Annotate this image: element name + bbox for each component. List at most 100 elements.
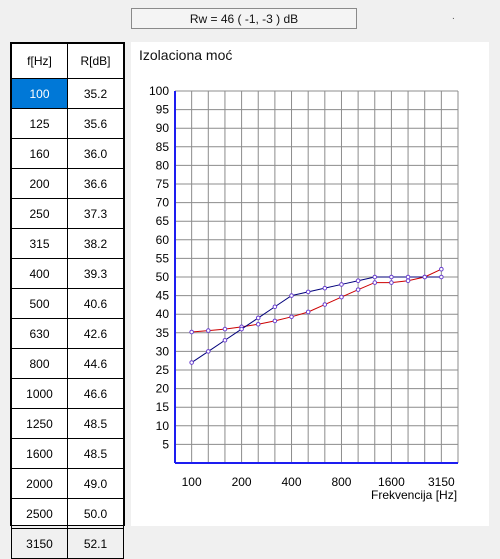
data-point xyxy=(205,328,211,333)
reduction-cell[interactable]: 44.6 xyxy=(67,348,124,379)
rw-result-text: Rw = 46 ( -1, -3 ) dB xyxy=(189,11,299,26)
data-point xyxy=(355,287,361,292)
table-header-row: f[Hz] R[dB] xyxy=(11,43,124,79)
table-row[interactable]: 160 36.0 xyxy=(11,138,124,169)
reduction-cell[interactable]: 36.0 xyxy=(67,138,124,169)
table-row[interactable]: 800 44.6 xyxy=(11,348,124,379)
rw-result-box: Rw = 46 ( -1, -3 ) dB xyxy=(131,8,357,29)
table-row[interactable]: 315 38.2 xyxy=(11,228,124,259)
series-line-1 xyxy=(191,268,442,333)
data-point xyxy=(405,274,411,280)
x-tick-label: 1600 xyxy=(378,475,405,489)
table-row[interactable]: 1000 46.6 xyxy=(11,378,124,409)
reduction-cell[interactable]: 35.2 xyxy=(67,78,124,109)
y-tick-label: 55 xyxy=(156,251,170,265)
column-header-reduction[interactable]: R[dB] xyxy=(67,43,124,79)
y-tick-label: 75 xyxy=(156,177,170,191)
frequency-cell[interactable]: 2500 xyxy=(11,498,68,529)
table-body: 100 35.2 125 35.6 160 36.0 200 36.6 250 37.3 315 38… xyxy=(11,78,124,559)
data-point xyxy=(255,321,261,327)
table-row[interactable]: 200 36.6 xyxy=(11,168,124,199)
reduction-cell[interactable]: 46.6 xyxy=(67,378,124,409)
frequency-cell[interactable]: 200 xyxy=(11,168,68,199)
x-tick-label: 400 xyxy=(282,475,302,489)
table-row[interactable]: 400 39.3 xyxy=(11,258,124,289)
data-point xyxy=(272,318,278,324)
y-tick-label: 85 xyxy=(156,140,170,154)
frequency-cell[interactable]: 800 xyxy=(11,348,68,379)
table-row[interactable]: 1250 48.5 xyxy=(11,408,124,439)
reduction-cell[interactable]: 38.2 xyxy=(67,228,124,259)
reduction-cell[interactable]: 39.3 xyxy=(67,258,124,289)
table-row[interactable]: 125 35.6 xyxy=(11,108,124,139)
series-line-2 xyxy=(191,276,442,363)
data-point xyxy=(389,280,394,285)
y-tick-label: 60 xyxy=(156,233,170,247)
reduction-cell[interactable]: 48.5 xyxy=(67,438,124,469)
reduction-cell[interactable]: 42.6 xyxy=(67,318,124,349)
data-point xyxy=(339,294,344,300)
y-tick-label: 5 xyxy=(162,437,169,451)
x-tick-label: 100 xyxy=(182,475,202,489)
frequency-table[interactable]: f[Hz] R[dB] 100 35.2 125 35.6 160 36.0 200 36.6… xyxy=(10,42,125,559)
y-tick-label: 70 xyxy=(156,196,170,210)
reduction-cell[interactable]: 37.3 xyxy=(67,198,124,229)
reduction-cell[interactable]: 35.6 xyxy=(67,108,124,139)
frequency-cell[interactable]: 160 xyxy=(11,138,68,169)
x-tick-label: 800 xyxy=(331,475,351,489)
chart-title: Izolaciona moć xyxy=(139,47,233,63)
reduction-cell[interactable]: 49.0 xyxy=(67,468,124,499)
data-point xyxy=(422,274,428,280)
frequency-cell[interactable]: 500 xyxy=(11,288,68,319)
y-tick-label: 25 xyxy=(156,363,170,377)
reduction-cell[interactable]: 48.5 xyxy=(67,408,124,439)
frequency-cell[interactable]: 1250 xyxy=(11,408,68,439)
frequency-cell[interactable]: 3150 xyxy=(11,528,68,559)
insulation-chart: 5 10 15 20 25 30 35 40 45 50 55 60 65 70 75 80 85 90 95 100… xyxy=(149,84,459,502)
data-point xyxy=(339,282,344,287)
data-point xyxy=(372,274,378,280)
table-row[interactable]: 250 37.3 xyxy=(11,198,124,229)
table-row[interactable]: 1600 48.5 xyxy=(11,438,124,469)
data-point xyxy=(205,349,211,354)
frequency-cell[interactable]: 315 xyxy=(11,228,68,259)
data-point xyxy=(439,266,444,272)
reduction-cell[interactable]: 40.6 xyxy=(67,288,124,319)
x-tick-label: 3150 xyxy=(428,475,455,489)
y-tick-label: 45 xyxy=(156,289,170,303)
frequency-cell[interactable]: 250 xyxy=(11,198,68,229)
frequency-cell[interactable]: 400 xyxy=(11,258,68,289)
table-row[interactable]: 2000 49.0 xyxy=(11,468,124,499)
table-row[interactable]: 630 42.6 xyxy=(11,318,124,349)
data-point xyxy=(439,274,444,280)
reduction-cell[interactable]: 52.1 xyxy=(67,528,124,559)
data-point xyxy=(305,309,311,315)
frequency-cell[interactable]: 1600 xyxy=(11,438,68,469)
data-point xyxy=(255,315,261,321)
data-point xyxy=(322,302,328,307)
data-point xyxy=(389,274,394,280)
table-row[interactable]: 100 35.2 xyxy=(11,78,124,109)
frequency-cell[interactable]: 100 xyxy=(11,78,68,109)
y-tick-label: 100 xyxy=(149,84,169,98)
y-tick-label: 40 xyxy=(156,307,170,321)
frequency-cell[interactable]: 1000 xyxy=(11,378,68,409)
y-tick-label: 10 xyxy=(156,419,170,433)
table-row[interactable]: 2500 50.0 xyxy=(11,498,124,529)
data-point xyxy=(355,278,361,284)
reduction-cell[interactable]: 36.6 xyxy=(67,168,124,199)
frequency-cell[interactable]: 125 xyxy=(11,108,68,139)
data-point xyxy=(289,293,294,298)
data-point xyxy=(239,326,244,332)
y-tick-label: 65 xyxy=(156,214,170,228)
data-point xyxy=(405,278,411,284)
chart-panel: Izolaciona moć 5 10 15 20 25 30 35 40 45 50 55 60 65… xyxy=(131,42,489,526)
frequency-cell[interactable]: 630 xyxy=(11,318,68,349)
table-row[interactable]: 500 40.6 xyxy=(11,288,124,319)
y-tick-label: 50 xyxy=(156,270,170,284)
reduction-cell[interactable]: 50.0 xyxy=(67,498,124,529)
y-tick-label: 30 xyxy=(156,344,170,358)
frequency-cell[interactable]: 2000 xyxy=(11,468,68,499)
table-row[interactable]: 3150 52.1 xyxy=(11,528,124,559)
column-header-frequency[interactable]: f[Hz] xyxy=(11,43,68,79)
